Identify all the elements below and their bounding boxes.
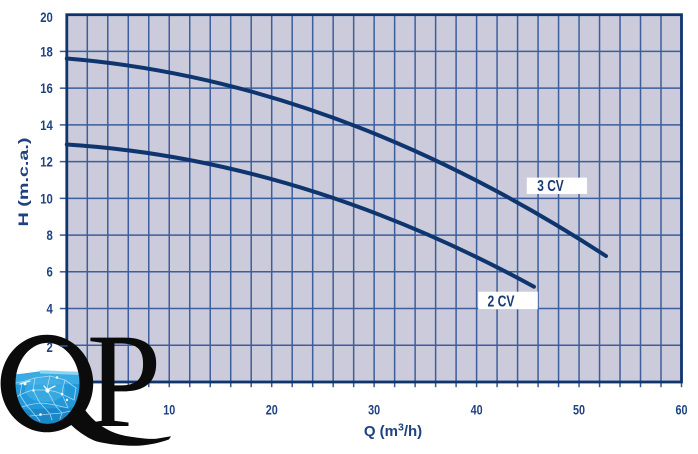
svg-text:18: 18 <box>40 43 53 59</box>
svg-text:2 CV: 2 CV <box>488 293 515 310</box>
svg-text:10: 10 <box>40 190 53 206</box>
svg-text:4: 4 <box>47 300 53 316</box>
svg-text:10: 10 <box>163 401 175 417</box>
svg-text:P: P <box>87 307 162 449</box>
svg-text:60: 60 <box>676 401 688 417</box>
svg-text:3 CV: 3 CV <box>537 178 564 195</box>
svg-text:30: 30 <box>368 401 380 417</box>
svg-text:2: 2 <box>47 339 53 355</box>
svg-text:16: 16 <box>40 80 53 96</box>
svg-text:14: 14 <box>40 117 53 133</box>
svg-text:20: 20 <box>40 9 53 25</box>
svg-text:50: 50 <box>573 401 585 417</box>
svg-text:H (m.c.a.): H (m.c.a.) <box>15 138 31 227</box>
svg-text:6: 6 <box>47 264 53 280</box>
svg-text:Q (m3/h): Q (m3/h) <box>364 422 422 441</box>
svg-text:20: 20 <box>266 401 278 417</box>
svg-text:40: 40 <box>471 401 483 417</box>
svg-text:12: 12 <box>40 154 53 170</box>
svg-text:8: 8 <box>47 227 53 243</box>
